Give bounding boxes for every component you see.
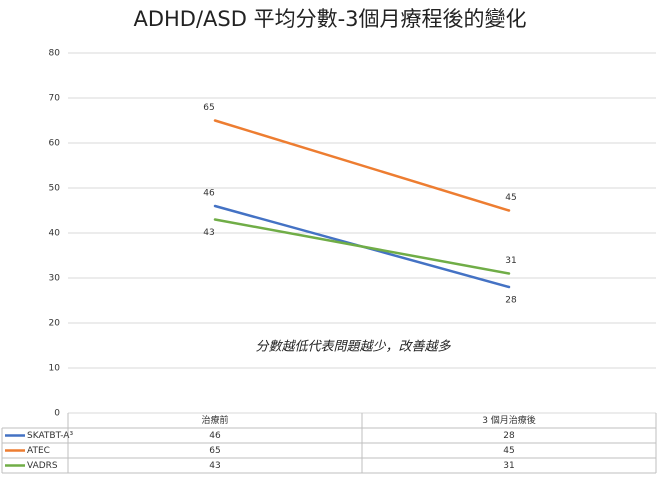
y-tick-label: 80 (49, 49, 61, 59)
y-tick-label: 20 (49, 319, 61, 329)
y-tick-label: 40 (49, 229, 61, 239)
table-cell: 45 (503, 446, 514, 456)
series-line (213, 119, 511, 212)
table-cell: 31 (503, 461, 514, 471)
data-label: 45 (505, 193, 516, 203)
data-label: 65 (203, 103, 214, 113)
table-cell: 43 (209, 461, 220, 471)
table-cell: 65 (209, 446, 220, 456)
y-tick-label: 0 (54, 409, 60, 419)
y-tick-label: 50 (49, 184, 61, 194)
series-line (213, 218, 511, 275)
legend-label: VADRS (27, 461, 58, 471)
x-tick-label: 治療前 (201, 414, 228, 426)
x-tick-label: 3 個月治療後 (482, 414, 536, 426)
annotation: 分數越低代表問題越少，改善越多 (255, 340, 451, 355)
table-cell: 28 (503, 431, 515, 441)
table-cell: 46 (209, 431, 221, 441)
data-label: 28 (505, 296, 517, 306)
data-label: 43 (203, 228, 214, 238)
chart-title: ADHD/ASD 平均分數-3個月療程後的變化 (133, 7, 526, 31)
legend-label: SKATBT-A³ (27, 431, 73, 441)
data-label: 46 (203, 189, 215, 199)
data-label: 31 (505, 256, 516, 266)
y-tick-label: 70 (49, 94, 61, 104)
legend-label: ATEC (27, 446, 50, 456)
y-tick-label: 60 (49, 139, 61, 149)
y-tick-label: 30 (49, 274, 61, 284)
y-tick-label: 10 (49, 364, 61, 374)
